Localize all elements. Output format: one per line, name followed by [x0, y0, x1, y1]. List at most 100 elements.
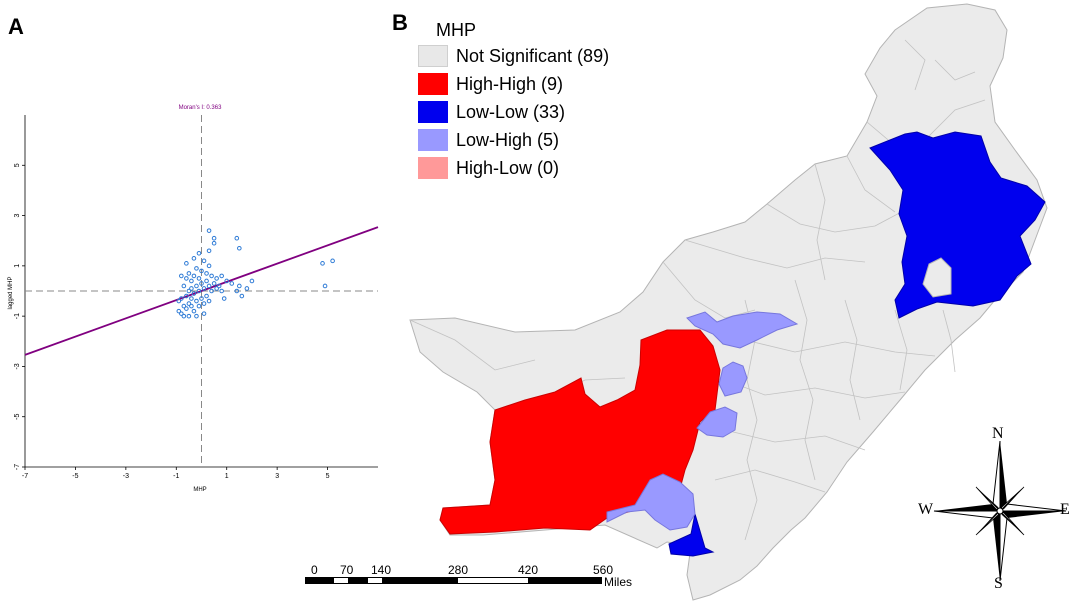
moran-i-label: Moran's I: 0.363: [179, 105, 222, 111]
data-point: [201, 258, 207, 264]
data-point: [211, 235, 217, 241]
data-point: [221, 296, 227, 301]
compass-west: W: [918, 501, 934, 518]
legend-item-high-low: High-Low (0): [418, 157, 559, 179]
y-tick-label: -1: [14, 313, 21, 319]
legend-label: High-High (9): [456, 73, 564, 94]
data-point: [199, 296, 204, 301]
data-point: [209, 288, 214, 294]
data-point: [209, 273, 214, 279]
data-point: [229, 281, 235, 286]
data-point: [201, 311, 207, 316]
x-tick-label: -1: [173, 473, 179, 480]
legend-item-low-high: Low-High (5): [418, 129, 559, 151]
legend-swatch: [418, 129, 448, 151]
data-point: [176, 308, 182, 314]
data-point: [186, 288, 192, 294]
scale-segment: [383, 577, 457, 584]
scale-segment: [349, 577, 367, 584]
data-point: [194, 266, 199, 271]
data-point: [194, 313, 199, 319]
data-point: [194, 298, 199, 304]
data-point: [181, 283, 187, 289]
legend-swatch: [418, 157, 448, 179]
data-point: [211, 240, 217, 246]
x-tick-label: -7: [22, 473, 28, 480]
data-point: [181, 303, 187, 309]
legend-swatch: [418, 101, 448, 123]
data-point: [234, 288, 240, 294]
data-point: [186, 313, 192, 319]
data-point: [196, 276, 202, 281]
legend-item-not-significant: Not Significant (89): [418, 45, 609, 67]
data-point: [224, 278, 230, 284]
data-point: [179, 296, 184, 301]
north-arrow-compass: N S E W: [918, 425, 1070, 600]
data-point: [179, 311, 184, 316]
data-point: [199, 281, 204, 286]
scale-label: 0: [311, 563, 318, 577]
data-point: [204, 293, 209, 299]
data-point: [184, 293, 189, 299]
data-point: [191, 291, 197, 296]
data-point: [184, 306, 189, 311]
data-points: [176, 228, 335, 319]
data-point: [219, 273, 224, 279]
data-point: [322, 283, 328, 289]
y-tick-label: -7: [14, 464, 21, 470]
legend-label: Low-High (5): [456, 129, 560, 150]
compass-rose-icon: [933, 440, 1067, 582]
data-point: [191, 273, 197, 279]
data-point: [239, 293, 245, 299]
data-point: [201, 301, 207, 306]
legend-label: Not Significant (89): [456, 45, 610, 66]
data-point: [237, 283, 242, 289]
scale-label: 560: [593, 563, 614, 577]
legend-swatch: [418, 73, 448, 95]
data-point: [196, 288, 202, 294]
low-high-cluster: [606, 311, 799, 531]
x-axis-label: MHP: [193, 487, 206, 493]
legend-swatch: [418, 45, 448, 67]
data-point: [189, 278, 194, 284]
legend-label: High-Low (0): [456, 157, 560, 178]
data-point: [189, 296, 194, 301]
data-point: [191, 308, 197, 314]
data-point: [206, 298, 212, 304]
data-point: [176, 298, 182, 304]
scale-label: 70: [340, 563, 354, 577]
data-point: [211, 281, 217, 286]
data-point: [320, 261, 325, 266]
y-tick-label: 3: [14, 214, 21, 218]
panel-b-label: B: [392, 10, 408, 35]
data-point: [199, 268, 204, 274]
legend-title: MHP: [436, 20, 476, 40]
legend-item-low-low: Low-Low (33): [418, 101, 565, 123]
data-point: [189, 286, 194, 291]
panel-a-label: A: [8, 14, 24, 39]
scale-segment: [529, 577, 602, 584]
data-point: [234, 235, 240, 241]
data-point: [206, 263, 212, 269]
data-point: [206, 248, 212, 254]
data-point: [194, 283, 199, 289]
data-point: [237, 245, 242, 251]
scale-label: 420: [518, 563, 539, 577]
data-point: [206, 228, 212, 233]
legend-label: Low-Low (33): [456, 101, 566, 122]
data-point: [249, 278, 255, 284]
scale-unit: Miles: [604, 575, 633, 589]
y-tick-label: 5: [14, 163, 21, 167]
data-point: [191, 256, 197, 261]
data-point: [214, 276, 219, 281]
axis-ticks: -7 -5 -3 -1 1 3 5 5 3 1 -1 -3 -5 -7: [14, 163, 330, 480]
data-point: [216, 283, 222, 289]
data-point: [186, 301, 192, 306]
pakistan-district-map: [409, 3, 1048, 601]
low-low-cluster: [668, 131, 1046, 557]
y-tick-label: -5: [14, 414, 21, 420]
scale-segment: [305, 577, 333, 584]
data-point: [189, 303, 194, 309]
data-point: [201, 286, 207, 291]
compass-south: S: [994, 575, 1003, 592]
